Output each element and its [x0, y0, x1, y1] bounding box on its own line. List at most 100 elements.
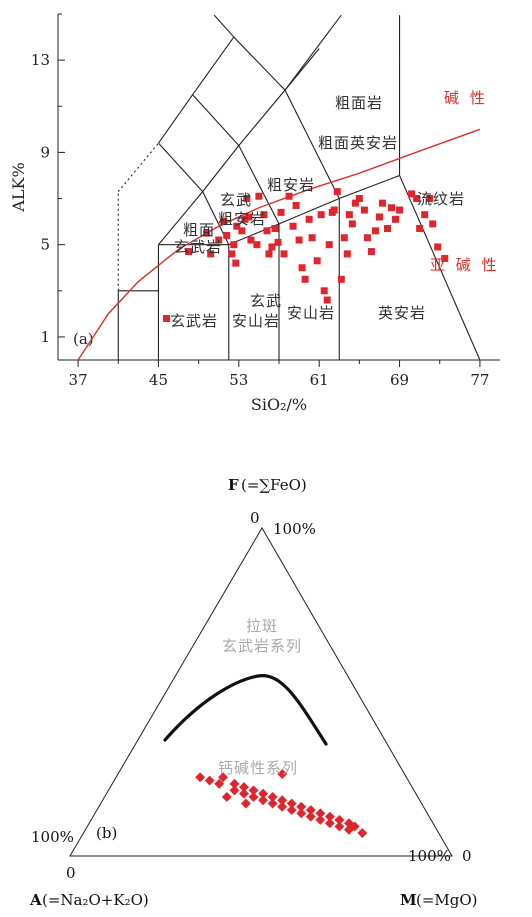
data-point — [215, 236, 223, 244]
data-point — [267, 792, 278, 802]
data-point — [320, 287, 328, 295]
tas-points — [162, 188, 449, 322]
data-point — [351, 199, 359, 207]
data-point — [203, 229, 211, 237]
data-point — [280, 250, 288, 258]
data-point — [357, 828, 368, 838]
x-tick-label: 77 — [470, 371, 489, 389]
panel-label: (a) — [73, 330, 94, 348]
top-zero: 0 — [250, 509, 260, 527]
field-boundary — [192, 94, 240, 146]
data-point — [260, 211, 268, 219]
data-point — [265, 250, 273, 258]
data-point — [413, 195, 421, 203]
field-label: 粗面英安岩 — [318, 134, 398, 152]
data-point — [375, 213, 383, 221]
afm-text: F (=∑FeO) 0 100% 100% 0 100% 0 A (=Na₂O+K₂O) M (=Mg… — [29, 476, 478, 909]
data-point — [434, 243, 442, 251]
data-point — [240, 798, 251, 809]
data-point — [334, 821, 345, 832]
data-point — [229, 785, 240, 796]
series-label-subalkaline: 亚 碱 性 — [430, 256, 500, 274]
field-boundary — [158, 94, 194, 144]
right-zero: 0 — [462, 847, 472, 865]
left-hundred: 100% — [31, 828, 74, 846]
data-point — [317, 211, 325, 219]
field-boundary — [233, 36, 286, 91]
data-point — [245, 213, 253, 221]
data-point — [383, 225, 391, 233]
data-point — [298, 264, 306, 272]
data-point — [285, 192, 293, 200]
tas-field-boundaries — [117, 14, 481, 361]
field-boundary — [278, 198, 340, 225]
data-point — [408, 190, 416, 198]
data-point — [392, 215, 400, 223]
data-point — [308, 234, 316, 242]
data-point — [238, 227, 246, 235]
data-point — [292, 201, 300, 209]
data-point — [274, 238, 282, 246]
data-point — [277, 769, 288, 779]
y-axis-title: ALK% — [9, 162, 28, 212]
x-tick-label: 61 — [310, 371, 329, 389]
data-point — [343, 824, 354, 835]
y-tick-label: 1 — [40, 328, 50, 346]
data-point — [253, 241, 261, 249]
data-point — [388, 204, 396, 212]
data-point — [333, 188, 341, 196]
calcalkaline-label: 钙碱性系列 — [218, 759, 298, 777]
data-point — [207, 250, 215, 258]
data-point — [229, 778, 240, 789]
data-point — [349, 821, 360, 832]
field-label: 安山岩 — [232, 312, 280, 330]
data-point — [267, 798, 278, 809]
data-point — [214, 778, 225, 789]
data-point — [258, 788, 269, 799]
tholeiite-calcalkaline-boundary — [163, 674, 328, 746]
data-point — [315, 814, 326, 825]
afm-triangle-outline — [69, 527, 453, 857]
data-point — [305, 805, 316, 816]
field-boundary — [238, 89, 286, 146]
field-boundary — [284, 89, 340, 199]
apex-F-label: (=∑FeO) — [241, 476, 307, 494]
data-point — [239, 788, 249, 799]
data-point — [277, 801, 288, 812]
data-point — [426, 195, 434, 203]
field-label: 粗安岩 — [267, 176, 315, 194]
data-point — [296, 801, 307, 812]
apex-M-label: (=MgO) — [416, 891, 478, 909]
field-label: 流纹岩 — [417, 190, 465, 208]
series-label-alkaline: 碱 性 — [444, 89, 488, 107]
data-point — [247, 236, 255, 244]
data-point — [334, 814, 345, 825]
field-boundary — [202, 145, 240, 192]
data-point — [348, 220, 356, 228]
data-point — [355, 195, 363, 203]
data-point — [324, 811, 335, 822]
field-boundary — [158, 191, 204, 246]
field-label: 玄武岩 — [174, 238, 222, 256]
data-point — [162, 314, 170, 322]
data-point — [277, 208, 285, 216]
field-label: 安山岩 — [287, 304, 335, 322]
data-point — [345, 211, 353, 219]
field-label: 粗安岩 — [218, 210, 266, 228]
y-tick-label: 5 — [40, 236, 50, 254]
tas-axes: 37 45 53 61 69 77 1 5 9 13 SiO₂/% ALK% (a) — [9, 13, 500, 414]
afm-division-curve — [163, 674, 328, 746]
data-point — [421, 211, 429, 219]
data-point — [295, 236, 303, 244]
tholeiite-label-line1: 拉斑 — [246, 617, 278, 635]
data-point — [221, 792, 232, 802]
data-point — [315, 808, 326, 819]
data-point — [230, 241, 238, 249]
right-hundred: 100% — [408, 847, 451, 865]
data-point — [232, 259, 240, 267]
afm-points — [195, 769, 368, 838]
field-boundary — [158, 142, 204, 192]
data-point — [416, 225, 424, 233]
data-point — [185, 248, 193, 256]
data-point — [337, 275, 345, 283]
